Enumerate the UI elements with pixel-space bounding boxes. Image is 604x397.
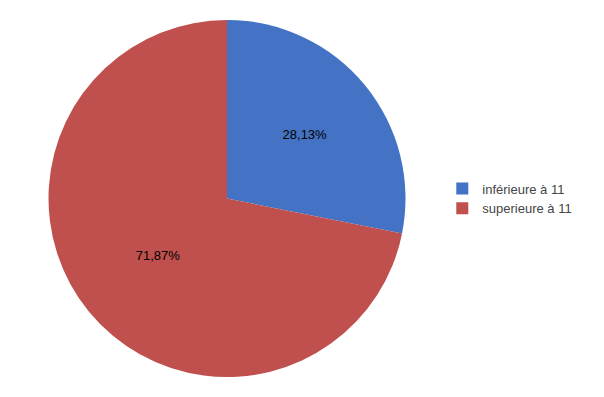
svg-text:28,13%: 28,13% [283,127,328,142]
svg-text:inférieure à 11: inférieure à 11 [482,182,564,197]
svg-text:71,87%: 71,87% [136,248,181,263]
svg-text:superieure à 11: superieure à 11 [482,201,571,216]
